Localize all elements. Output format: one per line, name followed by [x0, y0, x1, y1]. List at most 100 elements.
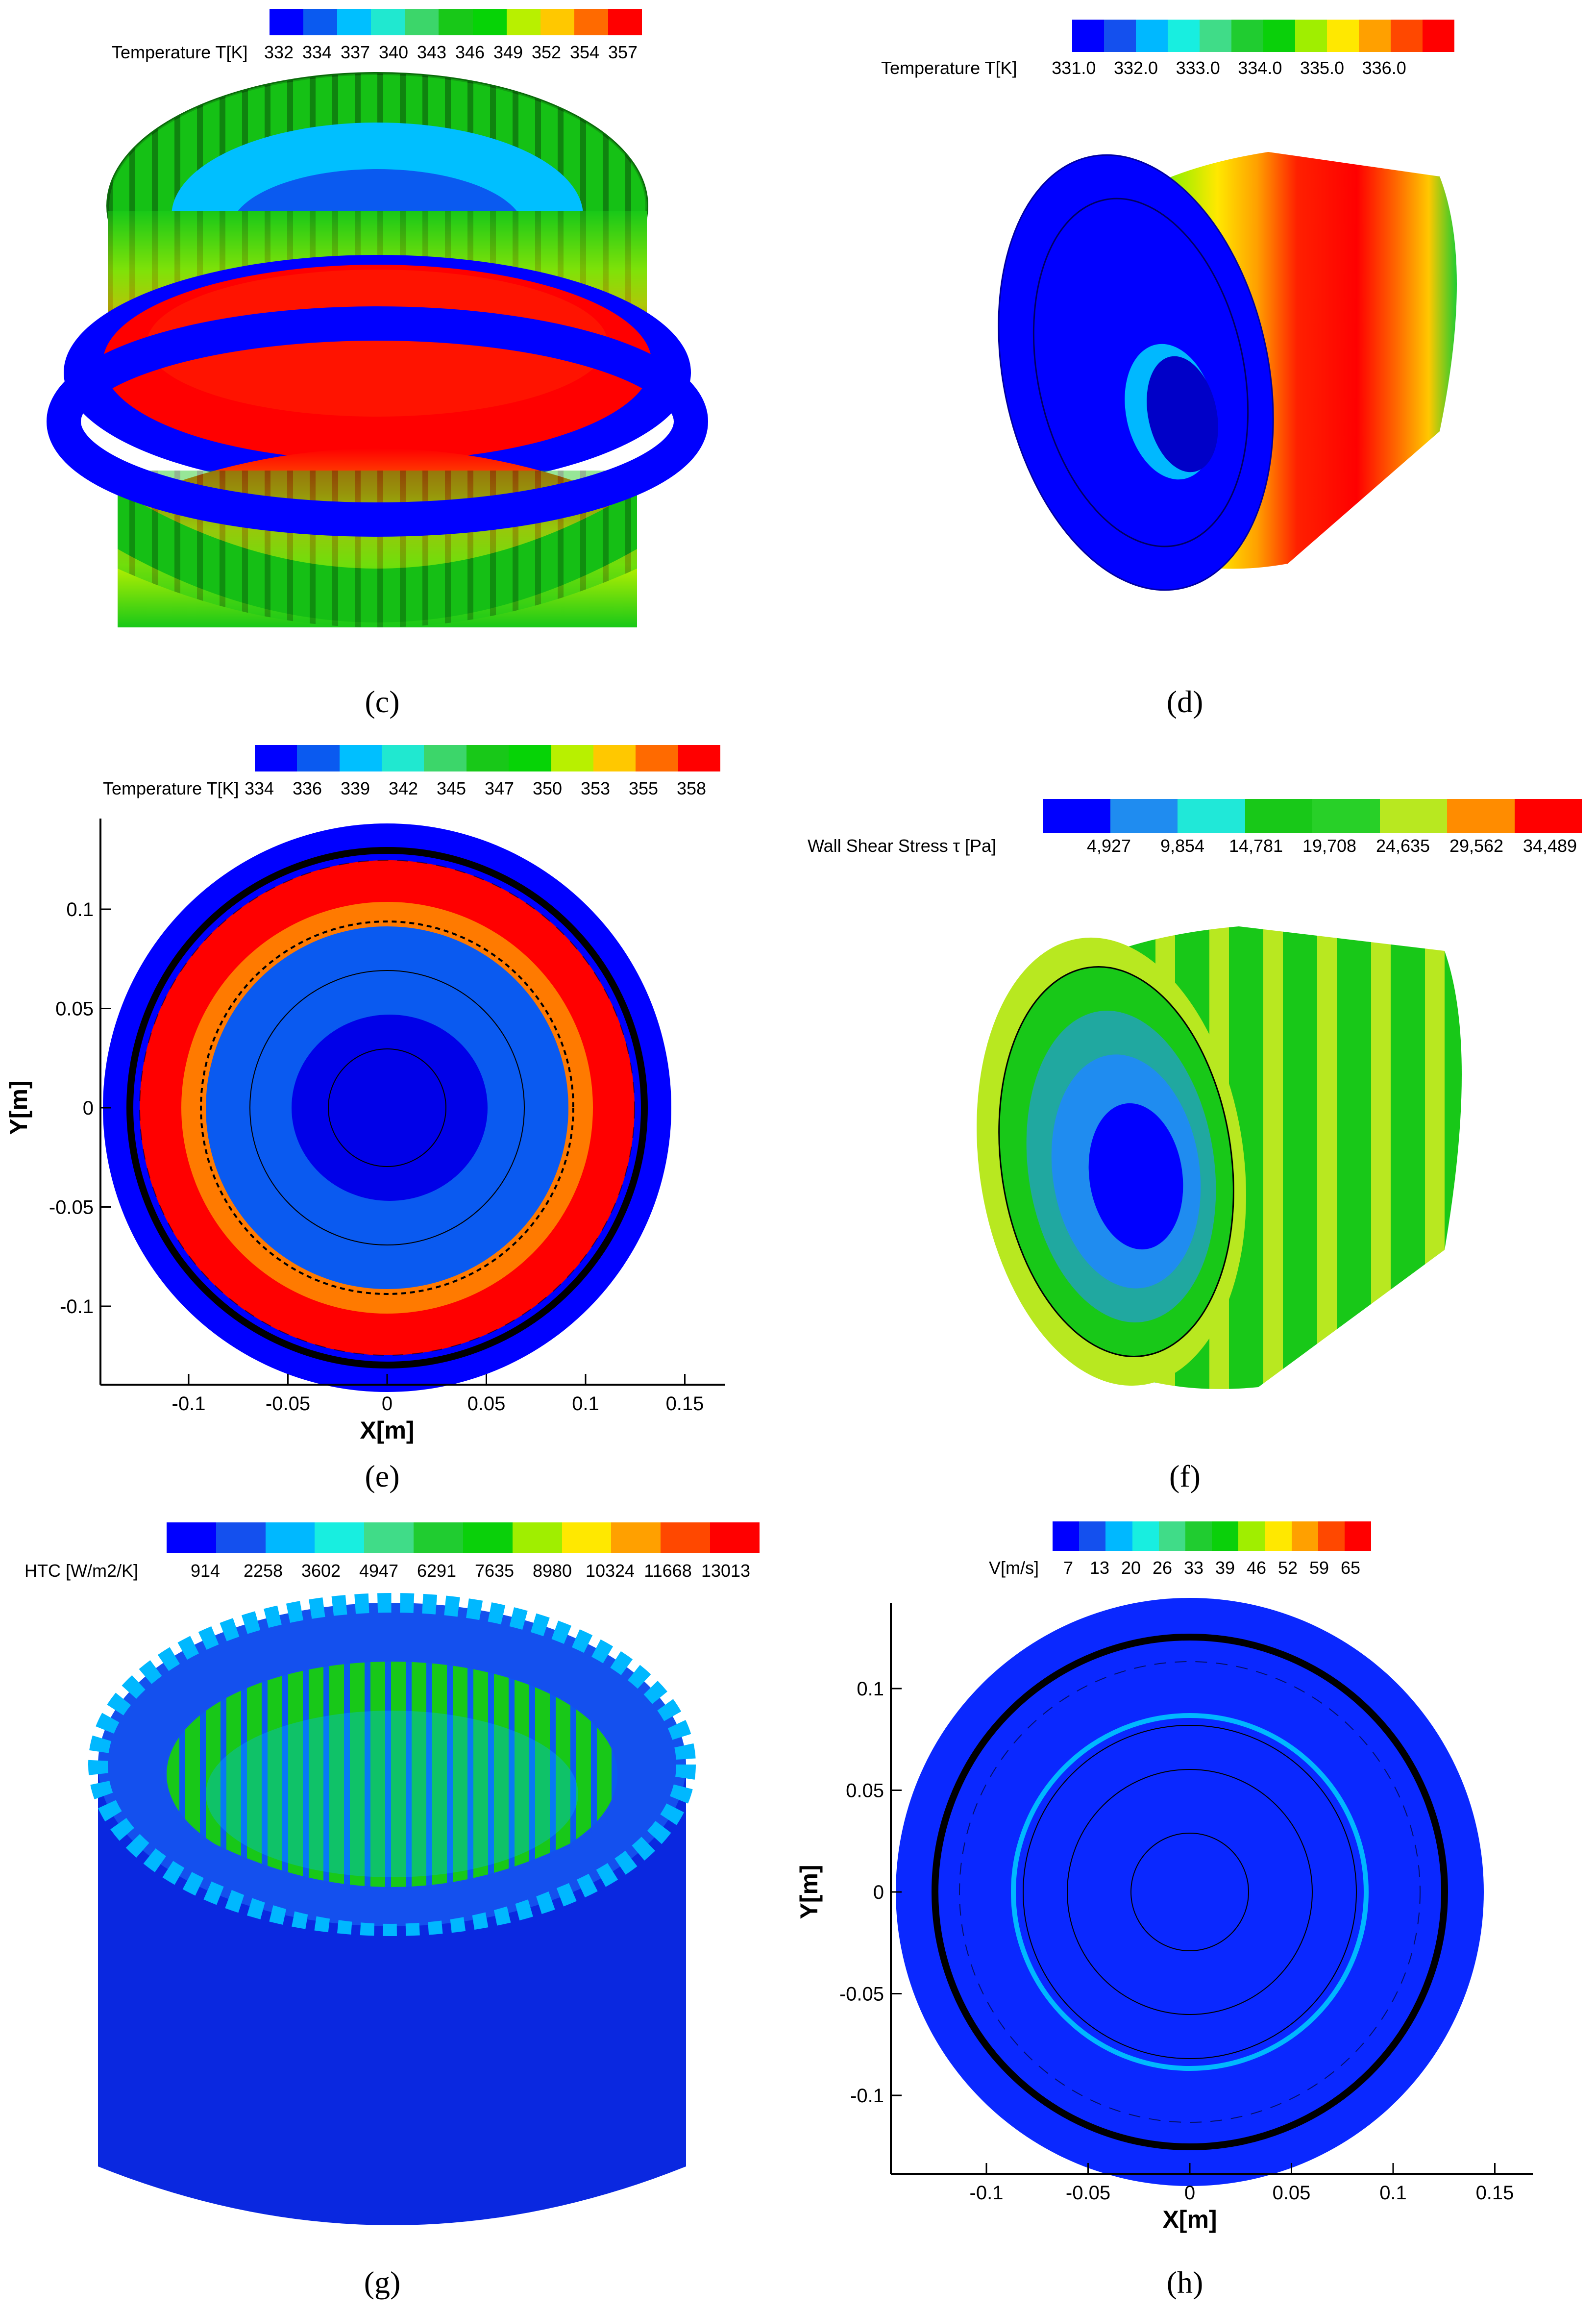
colorbar-tick-label: 14,781 [1228, 836, 1283, 856]
colorbar-tick-label: 345 [436, 778, 467, 798]
colorbar-tick-label: 46 [1246, 1558, 1267, 1578]
colorbar-segment [265, 1522, 315, 1553]
y-tick-label: 0.1 [66, 899, 94, 920]
colorbar-tick-label: 350 [532, 778, 563, 798]
colorbar-tick-label: 346 [455, 42, 485, 62]
colorbar-segment [1105, 1521, 1132, 1551]
colorbar-segment [551, 745, 593, 771]
colorbar-segment [1327, 20, 1359, 52]
colorbar-ticks-g: 914 2258 3602 4947 6291 7635 8980 10324 11668 130… [176, 1561, 755, 1581]
colorbar-segment [710, 1522, 760, 1553]
colorbar-segment [270, 9, 304, 35]
panel-label-f: (f) [1169, 1459, 1201, 1493]
colorbar-title-f: Wall Shear Stress τ [Pa] [808, 836, 997, 856]
colorbar-segment [509, 745, 551, 771]
y-tick-label: 0 [873, 1882, 884, 1903]
y-tick-label: 0 [83, 1097, 94, 1119]
colorbar-tick-label: 355 [628, 778, 659, 798]
colorbar-segment [1079, 1521, 1106, 1551]
colorbar-segment [167, 1522, 216, 1553]
colorbar-segment [1245, 799, 1312, 833]
colorbar-segment [405, 9, 439, 35]
colorbar-tick-label: 7 [1063, 1558, 1074, 1578]
colorbar-segment [1158, 1521, 1185, 1551]
colorbar-segment [472, 9, 507, 35]
colorbar-segment [506, 9, 540, 35]
panel-e: Temperature T[K] 334 336 339 342 345 347 350 35… [0, 735, 798, 1519]
colorbar-segment [1344, 1521, 1372, 1551]
colorbar-segment [371, 9, 405, 35]
colorbar-tick-label: 337 [340, 42, 370, 62]
axes-h: -0.1 -0.05 0 0.05 0.1 0.15 0.1 0.05 0 -0.05 -0.1 X[… [795, 1603, 1533, 2233]
colorbar-tick-label: 331.0 [1052, 58, 1096, 78]
colorbar-tick-label: 336 [292, 778, 322, 798]
colorbar-segment [1132, 1521, 1159, 1551]
colorbar-segment [1265, 1521, 1292, 1551]
x-tick-label: 0 [1184, 2182, 1195, 2204]
colorbar-segment [1110, 799, 1178, 833]
colorbar-tick-label: 29,562 [1449, 836, 1504, 856]
x-tick-label: -0.1 [970, 2182, 1004, 2204]
colorbar-title-g: HTC [W/m2/K] [25, 1561, 138, 1581]
colorbar-segment [512, 1522, 562, 1553]
colorbar-tick-label: 10324 [585, 1561, 635, 1581]
y-axis-label: Y[m] [795, 1865, 823, 1919]
panel-label-e: (e) [365, 1459, 400, 1493]
colorbar-segment [1136, 20, 1168, 52]
panel-f: Wall Shear Stress τ [Pa] 4,927 9,854 14,78… [798, 735, 1596, 1519]
panel-label-d: (d) [1166, 684, 1203, 719]
colorbar-tick-label: 26 [1152, 1558, 1173, 1578]
x-tick-label: -0.05 [266, 1393, 310, 1415]
colorbar-ticks-d: 331.0 332.0 333.0 334.0 335.0 336.0 [1043, 58, 1415, 78]
colorbar-segment [1212, 1521, 1239, 1551]
x-axis-label: X[m] [360, 1417, 414, 1444]
colorbar-segment [466, 745, 509, 771]
colorbar-segment [424, 745, 467, 771]
x-tick-label: 0.1 [1379, 2182, 1407, 2204]
colorbar-segment [1043, 799, 1110, 833]
colorbar-segment [1514, 799, 1582, 833]
colorbar-segment [1231, 20, 1263, 52]
colorbar-segment [678, 745, 720, 771]
colorbar-segment [1072, 20, 1104, 52]
colorbar-title-c: Temperature T[K] [112, 42, 248, 62]
x-axis-label: X[m] [1162, 2206, 1217, 2233]
y-tick-label: -0.1 [60, 1296, 94, 1318]
colorbar-g [167, 1522, 760, 1553]
colorbar-tick-label: 340 [378, 42, 409, 62]
colorbar-tick-label: 334.0 [1238, 58, 1282, 78]
cross-section-velocity-plot: -0.1 -0.05 0 0.05 0.1 0.15 0.1 0.05 0 -0.05 -0.1 X[… [795, 1598, 1533, 2233]
colorbar-segment [574, 9, 608, 35]
cross-section-temperature-plot: -0.1 -0.05 0 0.05 0.1 0.15 0.1 0.05 0 -0.05 -0.1 X[… [5, 819, 725, 1444]
colorbar-segment [216, 1522, 266, 1553]
panel-g: HTC [W/m2/K] 914 2258 3602 4947 6291 7635 8980… [0, 1519, 798, 2313]
colorbar-segment [540, 9, 574, 35]
colorbar-tick-label: 59 [1309, 1558, 1329, 1578]
axes-e: -0.1 -0.05 0 0.05 0.1 0.15 0.1 0.05 0 -0.05 -0.1 X[… [5, 819, 725, 1444]
x-tick-label: -0.05 [1066, 2182, 1110, 2204]
colorbar-tick-label: 4,927 [1086, 836, 1131, 856]
colorbar-tick-label: 339 [340, 778, 370, 798]
colorbar-segment [1379, 799, 1447, 833]
colorbar-tick-label: 19,708 [1302, 836, 1357, 856]
stator-htc-3d [88, 1593, 696, 2225]
colorbar-tick-label: 33 [1183, 1558, 1204, 1578]
x-tick-label: 0.05 [1273, 2182, 1311, 2204]
rotor-wall-shear-stress-3d [977, 926, 1462, 1389]
colorbar-segment [1185, 1521, 1212, 1551]
colorbar-segment [1168, 20, 1200, 52]
y-tick-label: 0.05 [846, 1780, 884, 1802]
colorbar-tick-label: 2258 [243, 1561, 283, 1581]
colorbar-segment [1053, 1521, 1080, 1551]
stator-winding-temperature-3d [47, 72, 708, 627]
colorbar-tick-label: 4947 [359, 1561, 399, 1581]
colorbar-segment [1238, 1521, 1265, 1551]
panel-label-h: (h) [1166, 2265, 1203, 2300]
x-tick-label: 0.15 [1476, 2182, 1514, 2204]
x-tick-label: -0.1 [172, 1393, 206, 1415]
colorbar-segment [1423, 20, 1454, 52]
colorbar-title-h: V[m/s] [989, 1558, 1039, 1578]
x-tick-label: 0.05 [467, 1393, 506, 1415]
colorbar-ticks-c: 332 334 337 340 343 346 349 352 354 357 [260, 42, 642, 63]
colorbar-tick-label: 3602 [301, 1561, 341, 1581]
